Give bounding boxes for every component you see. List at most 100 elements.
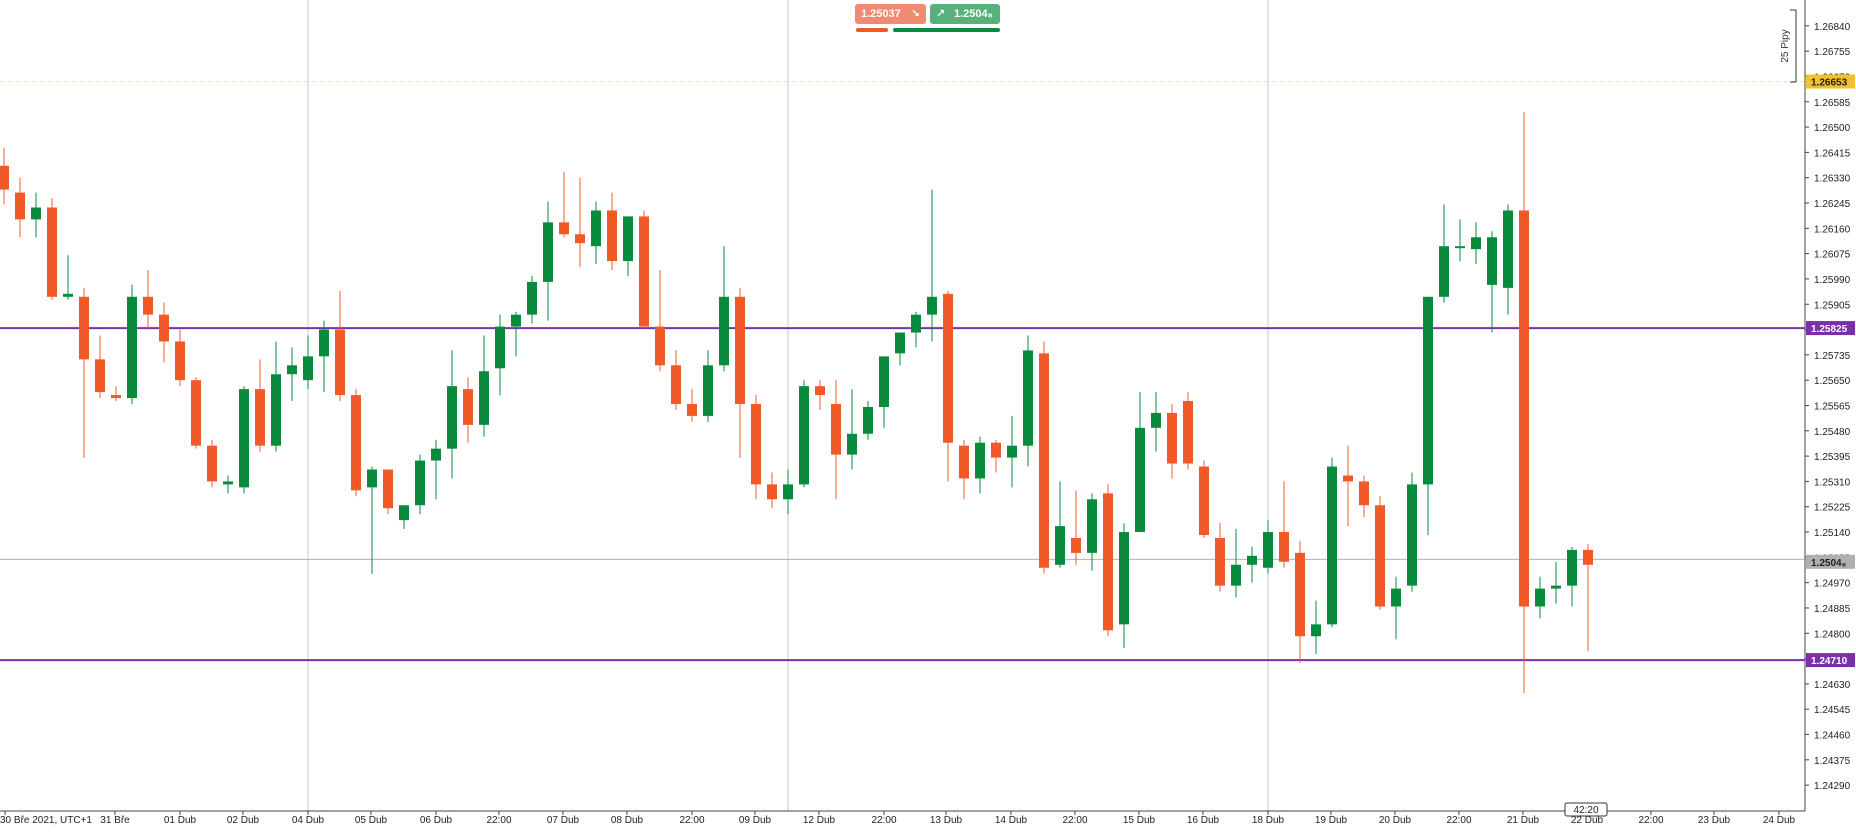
candle-body (671, 365, 681, 404)
x-tick-label: 15 Dub (1123, 815, 1156, 826)
candle-body (111, 395, 121, 399)
candle-body (1503, 210, 1513, 288)
candle-body (1135, 427, 1145, 533)
price-label-level: 1.25825 (1806, 321, 1855, 336)
price-label-box (1806, 321, 1855, 336)
candle-body (351, 395, 361, 491)
candle-body (1535, 588, 1545, 607)
candle-body (287, 365, 297, 375)
x-tick-label: 22 Dub (1571, 815, 1604, 826)
candle-body (143, 296, 153, 315)
candle-body (1215, 537, 1225, 586)
y-tick-label: 1.24290 (1814, 781, 1851, 792)
price-label-text: 1.2504₈ (1811, 558, 1847, 569)
candle-body (1359, 481, 1369, 506)
x-tick-label: 14 Dub (995, 815, 1028, 826)
y-tick-label: 1.25310 (1814, 477, 1851, 488)
candle-body (1039, 353, 1049, 568)
candle-body (719, 296, 729, 366)
candle-body (159, 314, 169, 342)
candle-body (479, 371, 489, 425)
y-tick-label: 1.26330 (1814, 174, 1851, 185)
y-tick-label: 1.24545 (1814, 705, 1851, 716)
candle-body (623, 216, 633, 262)
y-tick-label: 1.25225 (1814, 503, 1851, 514)
candle-body (127, 296, 137, 399)
candle-body (1183, 401, 1193, 464)
price-label-text: 1.26653 (1811, 78, 1848, 89)
y-tick-label: 1.24460 (1814, 731, 1851, 742)
sell-price: 1.25037 (861, 8, 901, 20)
candle-body (559, 222, 569, 235)
candle-body (303, 356, 313, 381)
x-tick-label: 05 Dub (355, 815, 388, 826)
candle-body (0, 165, 9, 190)
candles (0, 112, 1593, 693)
candle-body (415, 460, 425, 506)
price-label-text: 1.25825 (1811, 324, 1848, 335)
price-label-level: 1.24710 (1806, 653, 1855, 668)
x-tick-label: 04 Dub (292, 815, 325, 826)
candle-body (863, 406, 873, 434)
candle-body (815, 386, 825, 396)
x-tick-label: 31 Bře (100, 815, 130, 826)
y-tick-label: 1.26500 (1814, 123, 1851, 134)
candle-body (47, 207, 57, 297)
candle-body (15, 192, 25, 220)
y-tick-label: 1.26075 (1814, 250, 1851, 261)
time-tooltip-text: 42:20 (1573, 805, 1598, 816)
candle-body (1455, 246, 1465, 249)
candle-body (95, 359, 105, 393)
price-label-text: 1.24710 (1811, 656, 1848, 667)
candle-body (735, 296, 745, 404)
x-tick-label: 22:00 (1062, 815, 1087, 826)
x-tick-label: 13 Dub (930, 815, 963, 826)
candle-body (495, 326, 505, 369)
y-tick-label: 1.26245 (1814, 199, 1851, 210)
time-tooltip-box (1564, 802, 1608, 817)
candle-body (1471, 237, 1481, 250)
x-tick-label: 08 Dub (611, 815, 644, 826)
candle-body (543, 222, 553, 282)
candle-body (767, 484, 777, 500)
buy-price-button[interactable]: ↗ 1.2504₈ (930, 4, 1000, 24)
candle-body (431, 448, 441, 461)
candle-body (607, 210, 617, 262)
candle-body (959, 445, 969, 479)
sell-volume-bar (856, 28, 888, 32)
y-tick-label: 1.25395 (1814, 452, 1851, 463)
candle-body (1023, 350, 1033, 446)
candle-body (1391, 588, 1401, 607)
candle-body (1327, 466, 1337, 625)
candle-body (63, 293, 73, 297)
candle-body (447, 386, 457, 449)
candle-body (1119, 532, 1129, 625)
candle-body (175, 341, 185, 381)
candle-body (751, 404, 761, 485)
candle-body (399, 505, 409, 521)
y-tick-label: 1.24970 (1814, 579, 1851, 590)
sell-price-button[interactable]: 1.25037 ↘ (855, 4, 926, 24)
candle-body (927, 296, 937, 315)
candle-body (783, 484, 793, 500)
day-separators (307, 0, 1269, 811)
candle-body (79, 296, 89, 360)
y-tick-label: 1.25905 (1814, 300, 1851, 311)
candle-body (1199, 466, 1209, 536)
candle-body (383, 469, 393, 509)
time-tooltip: 42:20 (1564, 802, 1608, 817)
x-tick-label: 18 Dub (1252, 815, 1285, 826)
y-tick-label: 1.24800 (1814, 629, 1851, 640)
x-tick-label: 09 Dub (739, 815, 772, 826)
price-label-alert: 1.26653 (1806, 74, 1855, 89)
candle-body (591, 210, 601, 247)
candle-body (271, 374, 281, 446)
candle-body (1151, 412, 1161, 428)
x-tick-label: 22:00 (679, 815, 704, 826)
candle-body (1231, 564, 1241, 586)
arrow-up-right-icon: ↗ (936, 8, 946, 20)
candle-body (1279, 532, 1289, 562)
candle-body (511, 314, 521, 327)
